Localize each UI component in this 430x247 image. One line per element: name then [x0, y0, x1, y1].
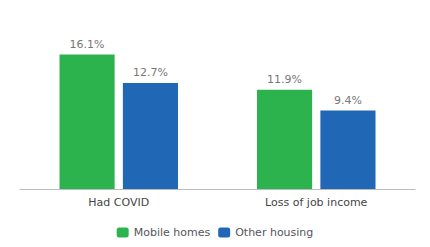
svg-text:9.4%: 9.4% — [334, 94, 362, 107]
svg-text:Loss of job income: Loss of job income — [265, 196, 368, 209]
svg-text:Other housing: Other housing — [235, 226, 313, 239]
svg-text:Had COVID: Had COVID — [88, 196, 149, 209]
svg-text:16.1%: 16.1% — [70, 38, 105, 51]
svg-text:11.9%: 11.9% — [267, 73, 302, 86]
svg-text:Mobile homes: Mobile homes — [134, 226, 211, 239]
svg-text:12.7%: 12.7% — [133, 66, 168, 79]
